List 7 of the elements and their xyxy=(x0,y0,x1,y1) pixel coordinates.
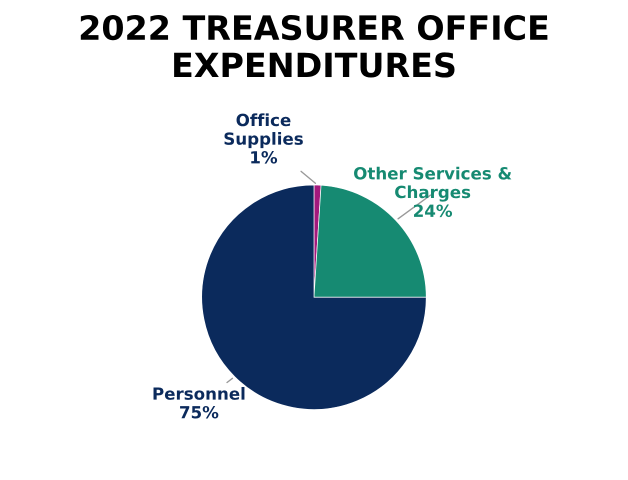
chart-title: 2022 TREASURER OFFICE EXPENDITURES xyxy=(80,14,548,78)
data-label: 24% xyxy=(414,204,452,218)
slice-label: Other Services & Charges xyxy=(354,166,512,202)
slice-label: Personnel xyxy=(154,386,244,400)
data-label: 1% xyxy=(251,150,278,164)
slice-label: Office Supplies xyxy=(224,113,303,148)
data-label: 75% xyxy=(180,406,218,419)
